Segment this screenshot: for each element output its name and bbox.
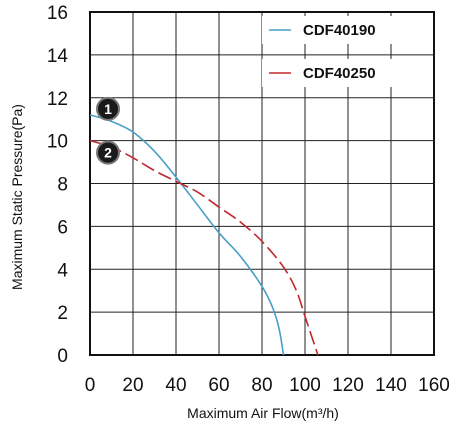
y-tick-label: 14 — [47, 46, 69, 67]
x-axis-label: Maximum Air Flow(m³/h) — [187, 405, 339, 421]
legend-label: CDF40190 — [303, 22, 376, 39]
series-marker-label: 1 — [104, 101, 112, 117]
y-tick-label: 4 — [57, 260, 68, 281]
plot-border — [89, 11, 435, 356]
y-tick-label: 8 — [57, 175, 68, 196]
series-marker-label: 2 — [104, 145, 112, 161]
series-line-cdf40190 — [89, 114, 285, 356]
series-line-cdf40250 — [89, 139, 319, 356]
y-tick-label: 12 — [47, 89, 68, 110]
series-marker-badge — [96, 140, 120, 165]
y-axis-label: Maximum Static Pressure(Pa) — [9, 104, 25, 290]
x-tick-label: 120 — [332, 375, 364, 396]
x-tick-label: 40 — [165, 375, 186, 396]
x-tick-label: 160 — [418, 375, 450, 396]
y-tick-label: 10 — [47, 132, 68, 153]
x-tick-label: 60 — [208, 375, 229, 396]
legend: CDF40190 CDF40250 — [262, 16, 422, 87]
legend-label: CDF40250 — [303, 65, 376, 82]
y-tick-label: 2 — [57, 303, 68, 324]
y-tick-label: 0 — [57, 346, 68, 367]
y-tick-label: 16 — [47, 3, 68, 24]
x-tick-label: 140 — [375, 375, 407, 396]
series-lines — [89, 114, 319, 356]
x-tick-label: 100 — [289, 375, 321, 396]
y-tick-label: 6 — [57, 217, 68, 238]
x-tick-label: 20 — [122, 375, 143, 396]
x-tick-label: 0 — [85, 375, 96, 396]
series-markers: 12 — [96, 96, 120, 165]
plot-frame — [89, 11, 435, 356]
x-tick-label: 80 — [251, 375, 272, 396]
series-marker-badge — [96, 96, 120, 121]
